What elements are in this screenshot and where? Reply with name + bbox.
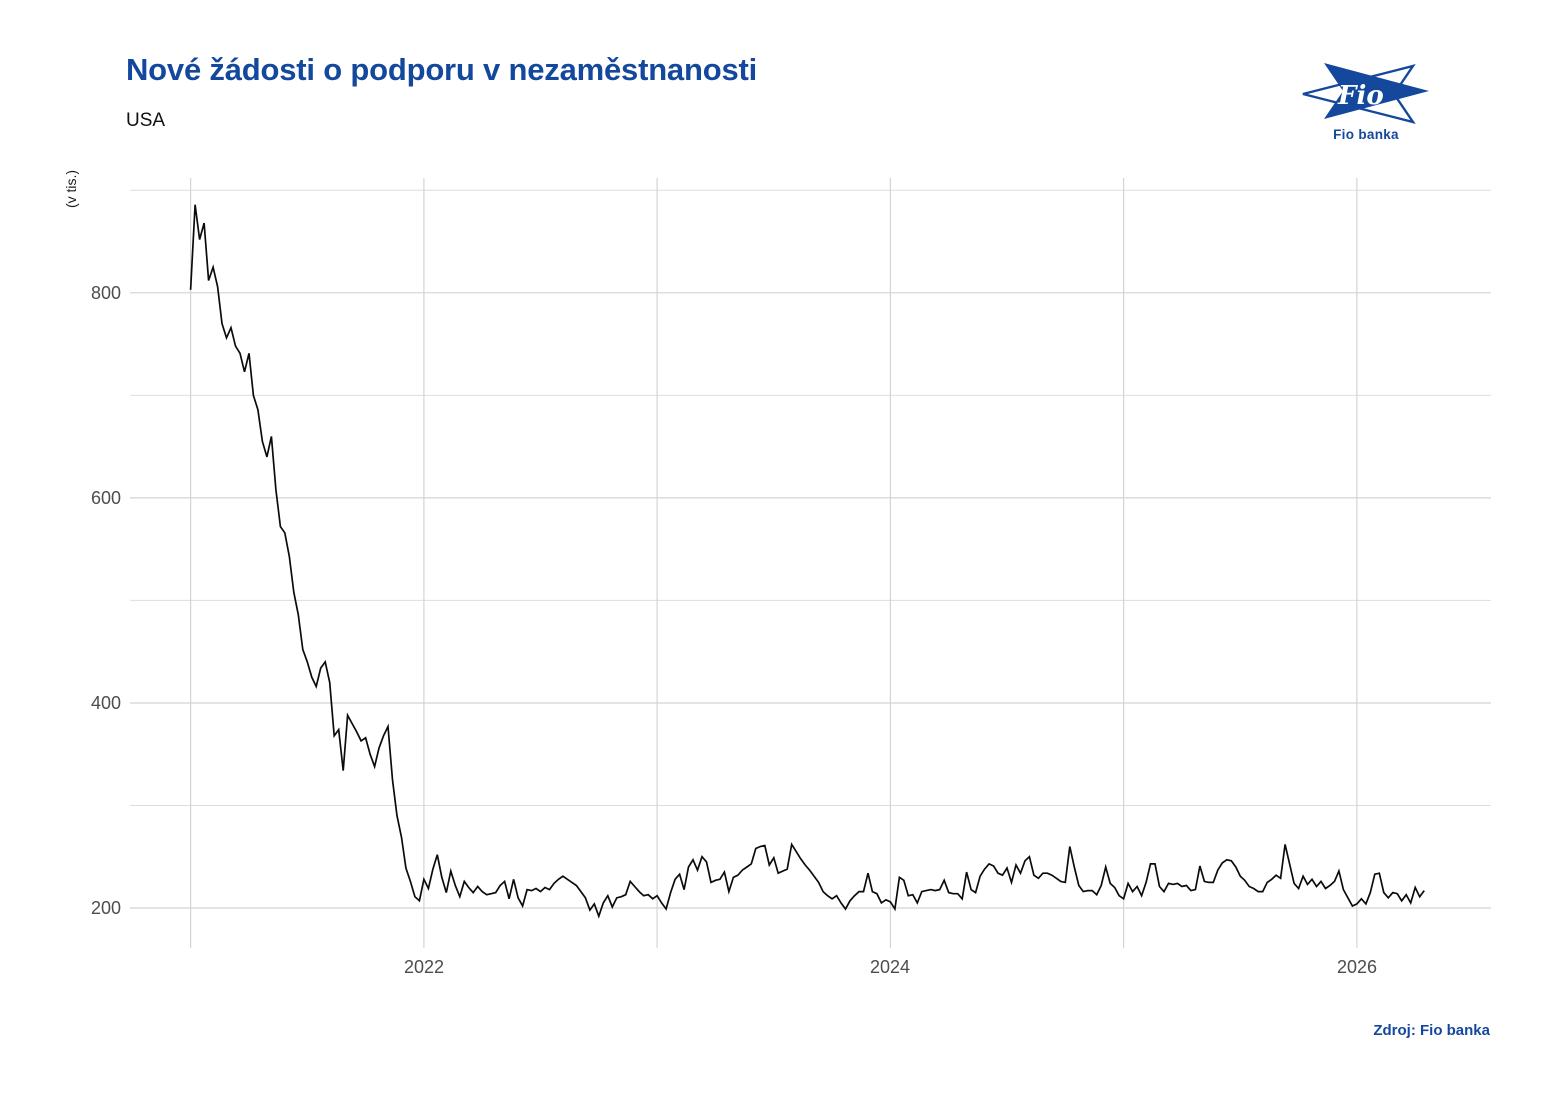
y-tick-label: 600 bbox=[90, 488, 121, 508]
fio-logo-solid-dart bbox=[1324, 63, 1429, 119]
y-tick-label: 400 bbox=[90, 693, 121, 713]
y-axis-title: (v tis.) bbox=[63, 169, 79, 209]
fio-banka-logo: Fio Fio banka bbox=[1300, 60, 1432, 142]
page-subtitle: USA bbox=[126, 110, 166, 131]
fio-logo-caption: Fio banka bbox=[1333, 127, 1399, 142]
fio-logo-icon: Fio bbox=[1302, 63, 1429, 124]
x-tick-label: 2026 bbox=[1336, 957, 1378, 977]
page-title: Nové žádosti o podporu v nezaměstnanosti bbox=[126, 52, 758, 87]
data-line-usa-claims bbox=[189, 204, 1425, 919]
fio-logo-text: Fio bbox=[1337, 81, 1384, 111]
y-tick-label: 200 bbox=[90, 898, 121, 918]
x-tick-label: 2022 bbox=[403, 957, 445, 977]
y-tick-label: 800 bbox=[90, 283, 121, 303]
source-credit: Zdroj: Fio banka bbox=[1373, 1022, 1490, 1039]
x-tick-label: 2024 bbox=[869, 957, 911, 977]
